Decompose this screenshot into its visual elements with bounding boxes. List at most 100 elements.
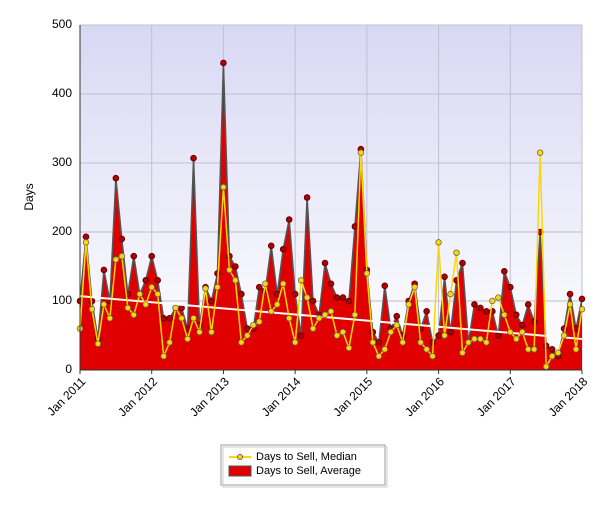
legend-label: Days to Sell, Average (256, 465, 361, 477)
point (190, 315, 197, 322)
point (525, 346, 532, 353)
y-tick-label: 100 (52, 293, 72, 307)
legend-swatch (228, 465, 252, 477)
point (369, 339, 377, 346)
point (82, 239, 90, 246)
point (536, 149, 544, 156)
point (339, 328, 347, 336)
point (554, 349, 562, 356)
point (244, 332, 251, 339)
point (393, 312, 401, 320)
point (166, 339, 173, 346)
trend-line (79, 295, 583, 340)
point (94, 340, 102, 347)
point (303, 294, 311, 301)
point (154, 290, 161, 298)
point (357, 149, 365, 156)
point (447, 290, 454, 298)
point (471, 335, 478, 343)
point (447, 328, 454, 336)
x-tick-label: Jan 2014 (259, 374, 304, 419)
point (351, 311, 359, 318)
point (148, 284, 155, 291)
point (512, 311, 520, 319)
point (375, 353, 383, 360)
point (279, 280, 287, 287)
point (112, 174, 120, 182)
point (435, 239, 442, 246)
point (172, 304, 179, 312)
point (518, 321, 526, 329)
point (483, 308, 490, 315)
point (513, 335, 520, 343)
point (285, 216, 293, 223)
point (381, 282, 389, 290)
point (548, 346, 556, 353)
y-tick-label: 400 (52, 86, 72, 100)
point (459, 349, 466, 356)
point (118, 252, 126, 260)
point (226, 266, 233, 274)
point (285, 315, 293, 322)
point (524, 301, 532, 308)
point (226, 252, 233, 260)
point (208, 328, 215, 336)
point (118, 235, 126, 243)
point (142, 301, 149, 308)
point (279, 245, 287, 253)
point (160, 314, 167, 322)
point (238, 339, 245, 346)
point (566, 290, 574, 298)
point (560, 332, 568, 339)
point (297, 277, 305, 284)
point (166, 314, 173, 322)
point (530, 318, 538, 326)
point (399, 339, 406, 346)
point (202, 285, 209, 292)
point (274, 301, 281, 308)
y-axis-label: Days (22, 183, 36, 210)
point (142, 277, 150, 284)
point (578, 306, 586, 313)
x-tick-label: Jan 2017 (474, 374, 519, 419)
point (530, 346, 538, 353)
point (309, 325, 317, 332)
point (423, 346, 430, 353)
point (130, 252, 138, 260)
point (507, 328, 514, 336)
point (566, 301, 574, 308)
point (345, 297, 353, 305)
point (423, 308, 430, 315)
point (124, 304, 132, 312)
point (453, 249, 460, 256)
point (471, 301, 478, 308)
point (303, 194, 311, 201)
point (291, 290, 299, 298)
point (321, 259, 329, 267)
point (154, 277, 161, 284)
point (411, 284, 418, 291)
x-tick-label: Jan 2013 (187, 374, 232, 419)
point (106, 315, 114, 322)
point (250, 321, 257, 329)
point (315, 315, 323, 322)
point (136, 290, 143, 298)
point (232, 263, 239, 270)
point (572, 346, 580, 353)
point (321, 311, 329, 318)
point (190, 154, 197, 162)
point (148, 252, 156, 260)
point (244, 325, 251, 332)
point (238, 290, 245, 298)
point (489, 297, 496, 305)
point (333, 294, 341, 301)
point (429, 353, 436, 360)
point (441, 332, 448, 339)
point (256, 318, 263, 325)
point (184, 335, 191, 343)
y-tick-label: 500 (52, 17, 72, 31)
point (393, 321, 400, 329)
y-tick-label: 200 (52, 224, 72, 238)
point (220, 59, 227, 67)
legend-label: Days to Sell, Median (256, 451, 357, 463)
